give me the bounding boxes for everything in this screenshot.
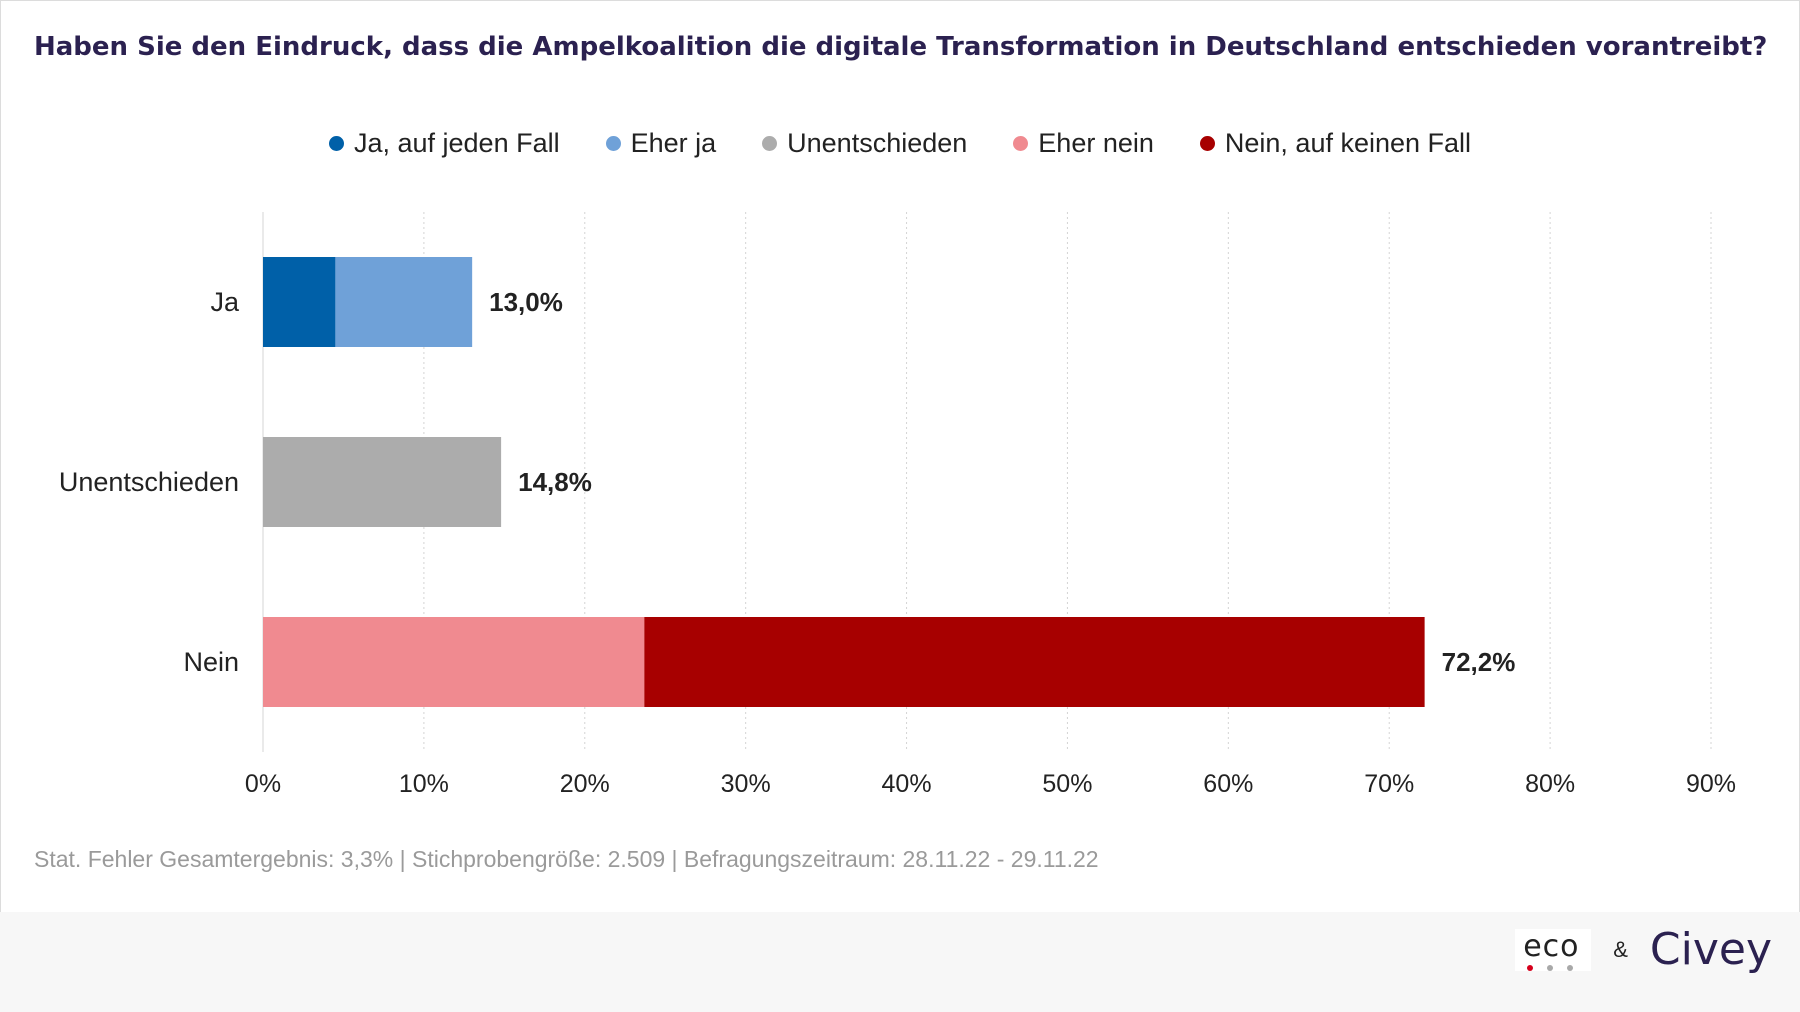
x-tick-label: 80%	[1525, 770, 1575, 798]
x-tick-label: 70%	[1364, 770, 1414, 798]
x-tick-label: 10%	[399, 770, 449, 798]
legend: Ja, auf jeden Fall Eher ja Unentschieden Eh…	[0, 128, 1800, 159]
legend-swatch	[605, 136, 621, 151]
legend-label: Eher ja	[630, 128, 717, 158]
bar-segment	[644, 617, 1425, 707]
x-tick-label: 50%	[1042, 770, 1092, 798]
eco-logo: eco	[1515, 928, 1592, 971]
legend-item: Eher nein	[1013, 128, 1154, 159]
bar-segment	[263, 257, 336, 347]
legend-swatch	[1199, 136, 1215, 151]
eco-logo-dot	[1527, 964, 1534, 971]
total-label: 72,2%	[1442, 647, 1516, 677]
legend-label: Nein, auf keinen Fall	[1224, 128, 1472, 158]
legend-item: Nein, auf keinen Fall	[1199, 128, 1472, 159]
x-tick-label: 30%	[721, 770, 771, 798]
eco-logo-dot	[1567, 964, 1574, 971]
legend-label: Eher nein	[1038, 128, 1154, 158]
chart-title: Haben Sie den Eindruck, dass die Ampelko…	[34, 32, 1768, 62]
footer-bar	[0, 912, 1800, 1012]
legend-label: Unentschieden	[787, 128, 968, 158]
category-label: Unentschieden	[59, 467, 239, 497]
ampersand: &	[1613, 936, 1628, 962]
legend-label: Ja, auf jeden Fall	[353, 128, 560, 158]
legend-swatch	[762, 136, 778, 151]
legend-item: Ja, auf jeden Fall	[328, 128, 560, 159]
eco-logo-text: eco	[1523, 928, 1580, 964]
x-tick-label: 90%	[1686, 770, 1736, 798]
x-tick-label: 20%	[560, 770, 610, 798]
x-tick-label: 60%	[1203, 770, 1253, 798]
eco-logo-dots	[1527, 964, 1574, 971]
category-label: Nein	[183, 647, 239, 677]
legend-item: Unentschieden	[762, 128, 967, 159]
legend-swatch	[328, 136, 344, 151]
total-label: 13,0%	[489, 287, 563, 317]
x-tick-label: 0%	[245, 770, 281, 798]
category-label: Ja	[210, 287, 240, 317]
civey-logo: Civey	[1649, 924, 1772, 975]
bar-segment	[263, 437, 502, 527]
bar-segment	[263, 617, 645, 707]
bar-segment	[335, 257, 473, 347]
total-label: 14,8%	[518, 467, 592, 497]
legend-item: Eher ja	[605, 128, 717, 159]
footnote: Stat. Fehler Gesamtergebnis: 3,3% | Stic…	[34, 846, 1099, 872]
x-tick-label: 40%	[882, 770, 932, 798]
footer-logos: eco & Civey	[1515, 924, 1772, 975]
legend-swatch	[1013, 136, 1029, 151]
chart-plot: 0% 10% 20% 30% 40% 50% 60% 70% 80% 90% Ja 13,0% Unen…	[59, 212, 1736, 798]
eco-logo-dot	[1547, 964, 1554, 971]
